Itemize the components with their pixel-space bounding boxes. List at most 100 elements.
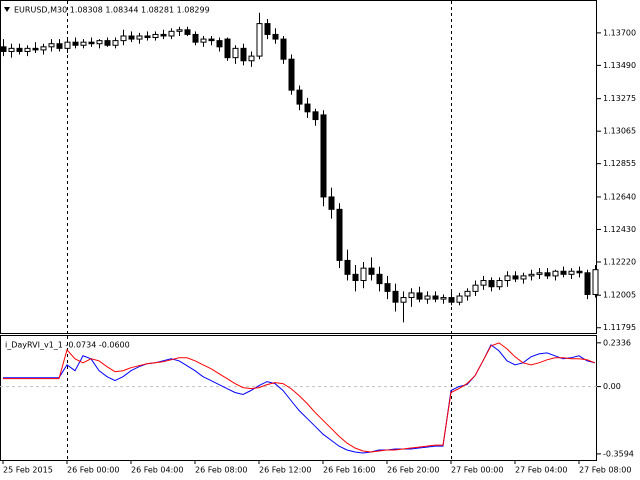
candle-body [544,272,551,277]
candle-body [480,280,487,286]
candle-body [232,47,239,59]
candle-body [32,47,39,51]
candle-body [464,290,471,297]
x-tick-label: 27 Feb 08:00 [579,466,631,475]
candle-body [136,35,143,40]
y-tick-label: 1.12855 [603,159,636,168]
candle-body [80,41,87,46]
candle-body [264,23,271,35]
candle-body [224,38,231,59]
candle-body [40,46,47,51]
y-tick-label: 1.12640 [603,192,636,201]
price-panel [0,0,597,334]
candle-body [184,29,191,35]
candle-body [176,29,183,32]
y-tick-label: -0.3594 [603,449,634,458]
y-tick-label: 1.12005 [603,291,636,300]
candle-body [96,40,103,45]
candle-body [376,273,383,285]
x-tick-label: 26 Feb 04:00 [131,466,183,475]
candle-body [528,273,535,277]
candle-body [192,33,199,43]
candle-body [456,295,463,303]
candle-body [536,272,543,275]
candle-body [0,46,7,52]
y-tick-label: 1.12220 [603,257,636,266]
candle-body [312,111,319,121]
candle-body [384,283,391,292]
x-tick-label: 26 Feb 16:00 [323,466,375,475]
candle-body [120,35,127,42]
candle-body [520,275,527,280]
candle-body [64,41,71,49]
x-tick-label: 27 Feb 00:00 [451,466,503,475]
x-tick-label: 25 Feb 2015 [3,466,53,475]
collapse-icon[interactable] [4,7,10,12]
candle-body [400,297,407,303]
y-tick-label: 1.13275 [603,94,636,103]
candle-body [568,270,575,275]
x-tick-label: 26 Feb 12:00 [259,466,311,475]
y-tick-label: 1.13490 [603,61,636,70]
candle-body [552,270,559,277]
candle-body [328,196,335,210]
candle-body [8,47,15,52]
candle-body [472,284,479,292]
candle-body [24,47,31,52]
candle-body [168,30,175,37]
candle-body [416,292,423,300]
x-tick-label: 26 Feb 08:00 [195,466,247,475]
candle-body [56,43,63,49]
candle-body [128,35,135,40]
candle-body [440,297,447,300]
candle-body [432,295,439,300]
candle-body [496,280,503,288]
candle-body [288,58,295,91]
candle-body [392,290,399,303]
candle-body [448,297,455,303]
candle-body [112,40,119,46]
candle-body [424,295,431,300]
candle-body [272,33,279,40]
indicator-line [3,344,596,454]
candle-body [336,208,343,261]
candle-body [576,270,583,274]
candle-body [216,40,223,48]
candle-body [560,270,567,275]
candle-body [488,280,495,288]
candle-body [320,114,327,198]
candle-body [360,267,367,282]
y-tick-label: 1.13700 [603,28,636,37]
candle-body [592,269,599,295]
candle-body [104,40,111,46]
y-tick-label: 1.12430 [603,225,636,234]
candle-body [208,38,215,42]
candle-body [304,103,311,113]
candle-body [256,23,263,57]
x-tick-label: 27 Feb 04:00 [515,466,567,475]
candle-body [368,267,375,275]
candle-body [16,47,23,52]
candle-body [280,38,287,60]
x-tick-label: 26 Feb 00:00 [67,466,119,475]
candle-body [144,35,151,39]
candle-body [512,275,519,280]
candle-body [248,55,255,62]
candle-body [48,43,55,48]
candle-body [296,89,303,105]
candle-body [152,33,159,39]
y-tick-label: 0.00 [603,382,621,391]
candle-body [344,259,351,275]
candle-body [240,47,247,62]
price-title: EURUSD,M30 1.08308 1.08344 1.08281 1.082… [14,6,210,15]
indicator-line [3,342,596,453]
candle-body [352,273,359,282]
y-tick-label: 1.13065 [603,127,636,136]
x-tick-label: 26 Feb 20:00 [387,466,439,475]
candle-body [584,272,591,295]
candle-body [408,292,415,299]
y-tick-label: 0.2336 [603,338,631,347]
candle-body [88,41,95,45]
y-tick-label: 1.11795 [603,323,636,332]
